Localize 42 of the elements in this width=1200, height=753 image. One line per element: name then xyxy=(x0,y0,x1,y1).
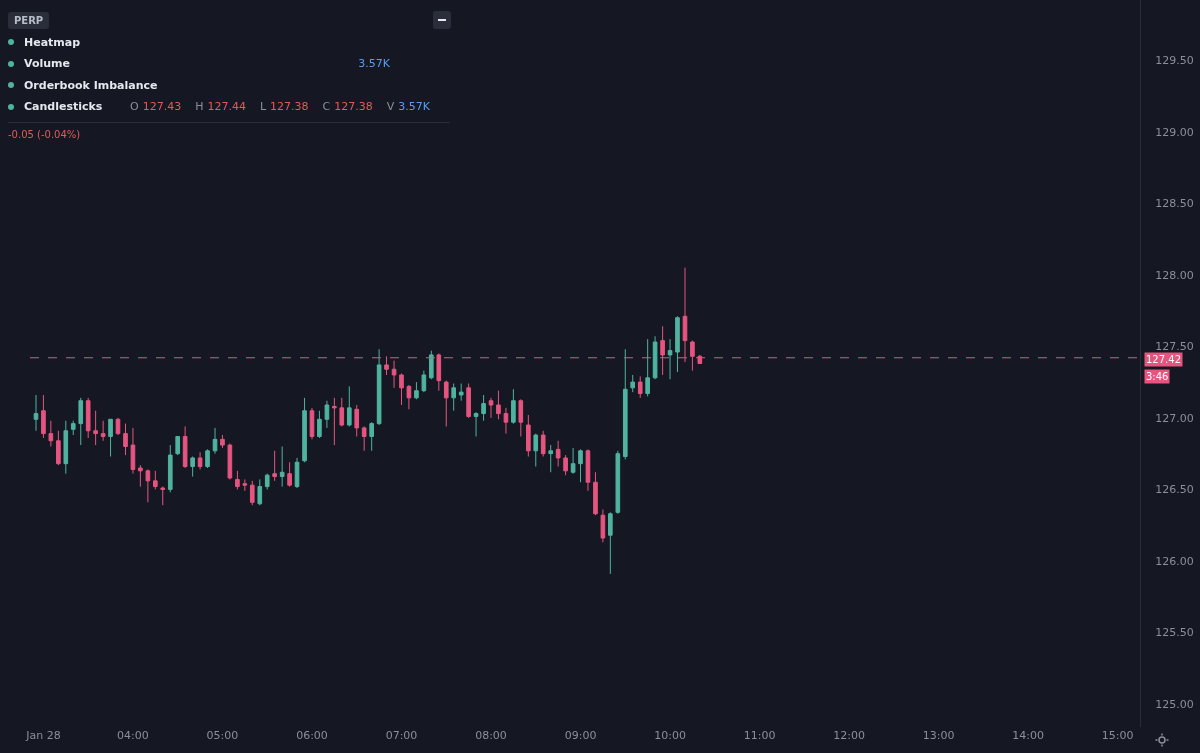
y-tick-label: 127.00 xyxy=(1155,411,1194,425)
annotation: 127.43 xyxy=(142,100,182,114)
x-tick-label: 14:00 xyxy=(1012,729,1044,742)
annotation: L xyxy=(259,100,267,114)
annotation: C xyxy=(322,100,331,114)
annotation: V xyxy=(386,100,395,114)
annotation: -0.05 (-0.04%) xyxy=(8,121,450,140)
annotation: Orderbook Imbalance xyxy=(24,78,158,92)
x-tick-label: 12:00 xyxy=(833,729,865,742)
x-tick-label: 13:00 xyxy=(922,729,955,742)
y-tick-label: 129.50 xyxy=(1155,53,1194,67)
y-tick-label: 125.00 xyxy=(1155,697,1194,711)
x-tick-label: 04:00 xyxy=(117,729,149,742)
annotation: Candlesticks xyxy=(24,100,104,114)
annotation: 127.38 xyxy=(270,100,309,114)
annotation: 3.57K xyxy=(358,57,390,71)
y-tick-label: 129.00 xyxy=(1155,125,1194,139)
x-tick-label: 11:00 xyxy=(743,729,776,742)
x-tick-label: 10:00 xyxy=(654,729,686,742)
annotation: 127.38 xyxy=(334,100,373,114)
x-tick-label: Jan 28 xyxy=(25,729,61,742)
annotation: O xyxy=(130,100,139,114)
x-tick-label: 07:00 xyxy=(385,729,418,742)
y-tick-label: 126.00 xyxy=(1155,554,1194,568)
annotation: Heatmap xyxy=(24,35,82,49)
y-tick-label: 125.50 xyxy=(1155,626,1194,640)
y-tick-label: 128.00 xyxy=(1155,268,1194,282)
x-tick-label: 05:00 xyxy=(206,729,239,742)
annotation: Volume xyxy=(24,57,70,71)
x-tick-label: 09:00 xyxy=(564,729,597,742)
y-tick-label: 127.50 xyxy=(1155,340,1194,354)
x-tick-label: 06:00 xyxy=(296,729,328,742)
x-tick-label: 15:00 xyxy=(1101,729,1134,742)
ref-line-label: 127.42 xyxy=(1146,354,1181,365)
x-tick-label: 08:00 xyxy=(475,729,507,742)
y-tick-label: 126.50 xyxy=(1155,483,1194,497)
annotation: 127.44 xyxy=(207,100,246,114)
text: PERP xyxy=(8,12,50,30)
annotation: H xyxy=(195,100,204,114)
annotation: 3.57K xyxy=(398,100,431,114)
text: 3:46 xyxy=(1146,371,1169,382)
y-tick-label: 128.50 xyxy=(1155,197,1194,211)
